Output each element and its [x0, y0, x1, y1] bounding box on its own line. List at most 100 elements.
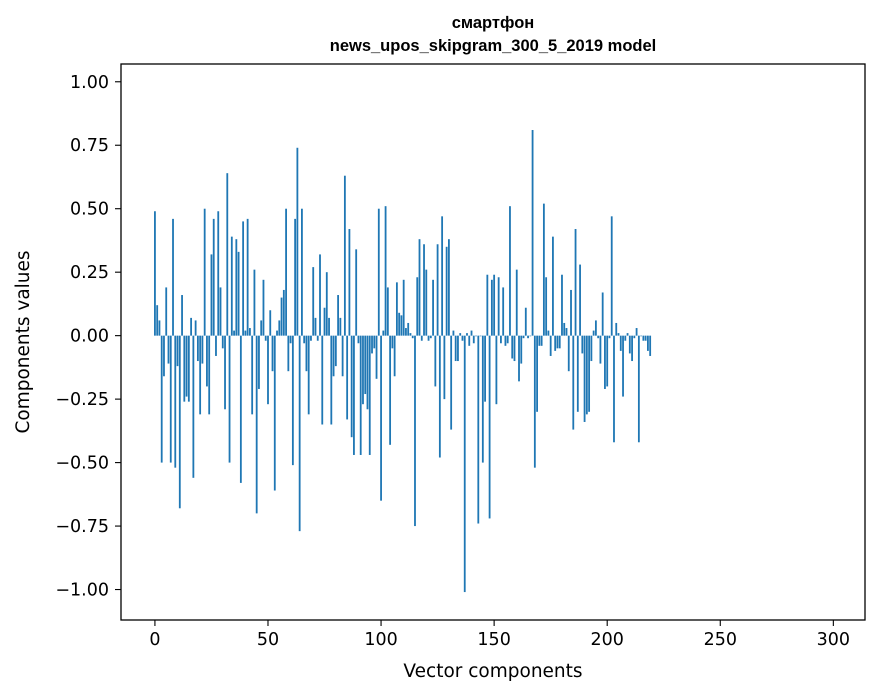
y-tick-label: 0.75 — [70, 136, 109, 156]
x-tick-label: 150 — [477, 630, 510, 650]
bar-29 — [219, 287, 222, 336]
bar-172 — [542, 203, 545, 336]
bar-69 — [310, 335, 312, 341]
bar-155 — [504, 335, 507, 346]
bar-72 — [316, 335, 319, 341]
bar-90 — [357, 335, 360, 344]
bar-176 — [552, 236, 554, 336]
x-tick-label: 200 — [590, 630, 623, 650]
bar-43 — [251, 335, 254, 415]
bar-21 — [201, 335, 204, 364]
x-tick-label: 50 — [257, 630, 279, 650]
bar-211 — [631, 335, 633, 362]
bar-179 — [558, 335, 561, 349]
bar-203 — [613, 335, 615, 443]
bar-105 — [391, 335, 394, 349]
bar-131 — [450, 335, 453, 430]
bar-153 — [500, 335, 502, 344]
bar-118 — [420, 335, 423, 341]
bar-129 — [445, 246, 448, 336]
bar-136 — [461, 335, 464, 341]
bar-33 — [228, 335, 231, 463]
bar-204 — [615, 322, 618, 336]
bar-193 — [590, 335, 593, 362]
y-axis-label: Components values — [13, 250, 34, 433]
bar-201 — [608, 335, 611, 339]
bar-37 — [237, 251, 240, 336]
bar-88 — [353, 335, 355, 455]
bar-19 — [196, 335, 199, 362]
bar-84 — [343, 175, 346, 336]
bar-120 — [425, 269, 428, 336]
bar-63 — [296, 147, 299, 336]
bar-162 — [520, 335, 523, 364]
bar-217 — [644, 335, 647, 341]
bar-158 — [511, 335, 514, 359]
bar-108 — [398, 312, 401, 336]
bar-70 — [312, 267, 315, 336]
bar-185 — [572, 335, 575, 430]
bar-80 — [334, 335, 337, 367]
x-tick-label: 100 — [364, 630, 397, 650]
chart-title: смартфон — [452, 14, 535, 32]
bar-8 — [172, 218, 174, 336]
bar-50 — [267, 335, 269, 405]
bar-208 — [624, 335, 627, 341]
bar-5 — [165, 287, 168, 336]
bar-55 — [278, 320, 281, 336]
bar-122 — [429, 335, 432, 339]
bar-192 — [588, 335, 591, 412]
bar-174 — [547, 330, 550, 336]
bar-117 — [418, 239, 421, 336]
bar-160 — [515, 269, 518, 336]
bar-22 — [203, 208, 206, 336]
bar-13 — [183, 335, 186, 402]
bar-71 — [314, 317, 317, 336]
bar-170 — [538, 335, 541, 346]
y-axis-ticks: 1.00 0.75 0.50 0.25 0.00 −0.25 −0.50 −0.75 −1.00 — [55, 73, 121, 601]
chart-subtitle: news_upos_skipgram_300_5_2019 model — [330, 37, 657, 55]
bar-26 — [212, 218, 215, 336]
bar-11 — [178, 335, 181, 509]
bar-139 — [468, 335, 471, 346]
bar-17 — [192, 335, 195, 478]
bar-200 — [606, 335, 609, 387]
bar-14 — [185, 335, 188, 397]
bar-97 — [373, 335, 376, 349]
bar-212 — [633, 335, 636, 339]
bar-177 — [554, 335, 557, 351]
bar-31 — [224, 335, 226, 410]
bar-109 — [400, 315, 403, 336]
bar-151 — [495, 335, 498, 405]
bar-205 — [617, 333, 620, 336]
bar-142 — [475, 335, 477, 337]
bar-187 — [576, 335, 579, 412]
bar-78 — [330, 335, 333, 425]
bar-61 — [291, 335, 294, 466]
x-tick-label: 0 — [149, 630, 160, 650]
plot-frame — [120, 63, 866, 621]
bar-147 — [486, 274, 489, 336]
bar-181 — [563, 322, 566, 336]
bar-44 — [253, 269, 256, 336]
bar-112 — [407, 322, 410, 336]
bar-124 — [434, 335, 437, 387]
bar-166 — [529, 335, 532, 337]
bar-168 — [533, 335, 536, 468]
bar-106 — [393, 335, 396, 377]
bar-216 — [642, 335, 645, 341]
bar-137 — [463, 335, 466, 593]
bar-214 — [637, 335, 640, 443]
bar-210 — [628, 335, 631, 354]
bar-104 — [389, 335, 392, 445]
bar-16 — [190, 317, 193, 336]
bar-113 — [409, 333, 412, 336]
bar-82 — [339, 317, 342, 336]
bar-215 — [640, 335, 643, 337]
x-axis-ticks: 0 50 100 150 200 250 300 — [149, 620, 850, 650]
bar-51 — [269, 310, 272, 336]
bar-165 — [527, 335, 529, 339]
bar-169 — [536, 335, 538, 412]
bar-190 — [583, 335, 586, 422]
